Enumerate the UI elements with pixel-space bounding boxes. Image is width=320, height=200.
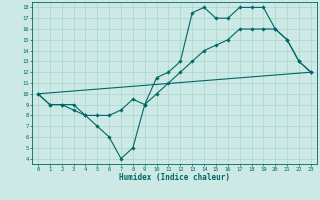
X-axis label: Humidex (Indice chaleur): Humidex (Indice chaleur): [119, 173, 230, 182]
